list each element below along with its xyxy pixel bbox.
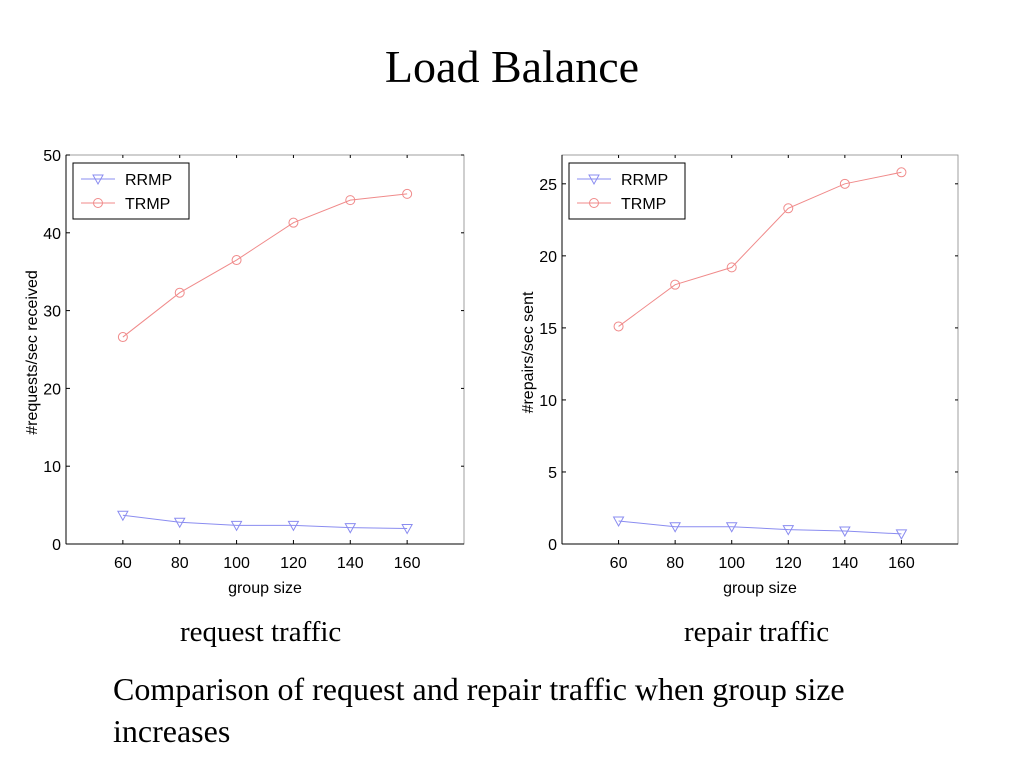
rrmp-data-point — [287, 520, 300, 532]
x-tick-label: 160 — [394, 555, 421, 572]
y-tick-label: 50 — [43, 148, 61, 165]
y-tick-label: 0 — [52, 537, 61, 554]
x-tick-label: 60 — [610, 555, 628, 572]
rrmp-data-point — [117, 510, 129, 522]
trmp-data-point — [613, 321, 624, 332]
trmp-data-point — [839, 178, 850, 189]
trmp-data-point — [174, 287, 185, 298]
legend-label-rrmp: RRMP — [621, 172, 668, 189]
y-tick-label: 40 — [43, 226, 61, 243]
legend-marker-rrmp — [92, 174, 104, 186]
trmp-series-line — [618, 171, 902, 327]
y-tick-label: 15 — [539, 321, 557, 338]
rrmp-data-point — [401, 523, 413, 535]
trmp-data-point — [231, 255, 242, 266]
x-tick-label: 160 — [888, 555, 915, 572]
rrmp-data-point — [725, 522, 738, 533]
trmp-data-point — [117, 332, 128, 343]
x-axis-label: group size — [228, 580, 302, 597]
trmp-data-point — [288, 217, 299, 228]
x-tick-label: 120 — [280, 555, 307, 572]
request-traffic-caption: request traffic — [180, 616, 342, 648]
x-tick-label: 100 — [718, 555, 745, 572]
y-tick-label: 5 — [548, 465, 557, 482]
legend-marker-rrmp — [588, 174, 600, 186]
rrmp-data-point — [230, 520, 243, 532]
x-tick-label: 120 — [775, 555, 802, 572]
trmp-data-point — [726, 262, 737, 273]
trmp-data-point — [783, 203, 794, 214]
x-tick-label: 60 — [114, 555, 132, 572]
x-tick-label: 140 — [832, 555, 859, 572]
repair-traffic-chart: 60 80 100 120 140 160 0 5 10 15 20 25 group size #rep… — [520, 154, 959, 597]
x-tick-label: 80 — [171, 555, 189, 572]
trmp-series-line — [122, 193, 408, 338]
y-tick-label: 0 — [548, 537, 557, 554]
rrmp-series-line — [618, 520, 902, 535]
request-traffic-chart: 60 80 100 120 140 160 0 10 20 30 40 50 group size #re… — [24, 148, 465, 597]
rrmp-series-line — [122, 514, 408, 529]
x-tick-label: 100 — [223, 555, 250, 572]
y-axis-label: #repairs/sec sent — [520, 291, 537, 413]
x-tick-label: 140 — [337, 555, 364, 572]
rrmp-data-point — [895, 529, 908, 540]
y-axis-label: #requests/sec received — [24, 270, 41, 435]
y-tick-label: 10 — [539, 393, 557, 410]
rrmp-data-point — [839, 526, 851, 538]
rrmp-data-point — [669, 522, 681, 533]
trmp-data-point — [896, 167, 907, 178]
trmp-data-point — [402, 188, 413, 199]
legend-box — [568, 162, 686, 220]
rrmp-data-point — [344, 523, 357, 534]
legend-marker-trmp — [589, 198, 599, 208]
x-axis-label: group size — [723, 580, 797, 597]
y-tick-label: 20 — [539, 249, 557, 266]
y-tick-label: 20 — [43, 381, 61, 398]
legend-marker-trmp — [93, 198, 103, 208]
rrmp-data-point — [173, 517, 186, 529]
y-tick-label: 10 — [43, 459, 61, 476]
y-tick-label: 25 — [539, 177, 557, 194]
y-tick-label: 30 — [43, 304, 61, 321]
rrmp-data-point — [612, 516, 625, 527]
trmp-data-point — [670, 279, 681, 290]
repair-traffic-caption: repair traffic — [684, 616, 830, 648]
rrmp-data-point — [782, 525, 795, 536]
legend-box — [72, 162, 190, 220]
legend-label-trmp: TRMP — [125, 196, 170, 213]
slide-title: Load Balance — [384, 41, 640, 92]
legend-label-trmp: TRMP — [621, 196, 666, 213]
comparison-text: Comparison of request and repair traffic… — [113, 671, 845, 749]
legend-label-rrmp: RRMP — [125, 172, 172, 189]
x-tick-label: 80 — [666, 555, 684, 572]
trmp-data-point — [345, 195, 356, 206]
